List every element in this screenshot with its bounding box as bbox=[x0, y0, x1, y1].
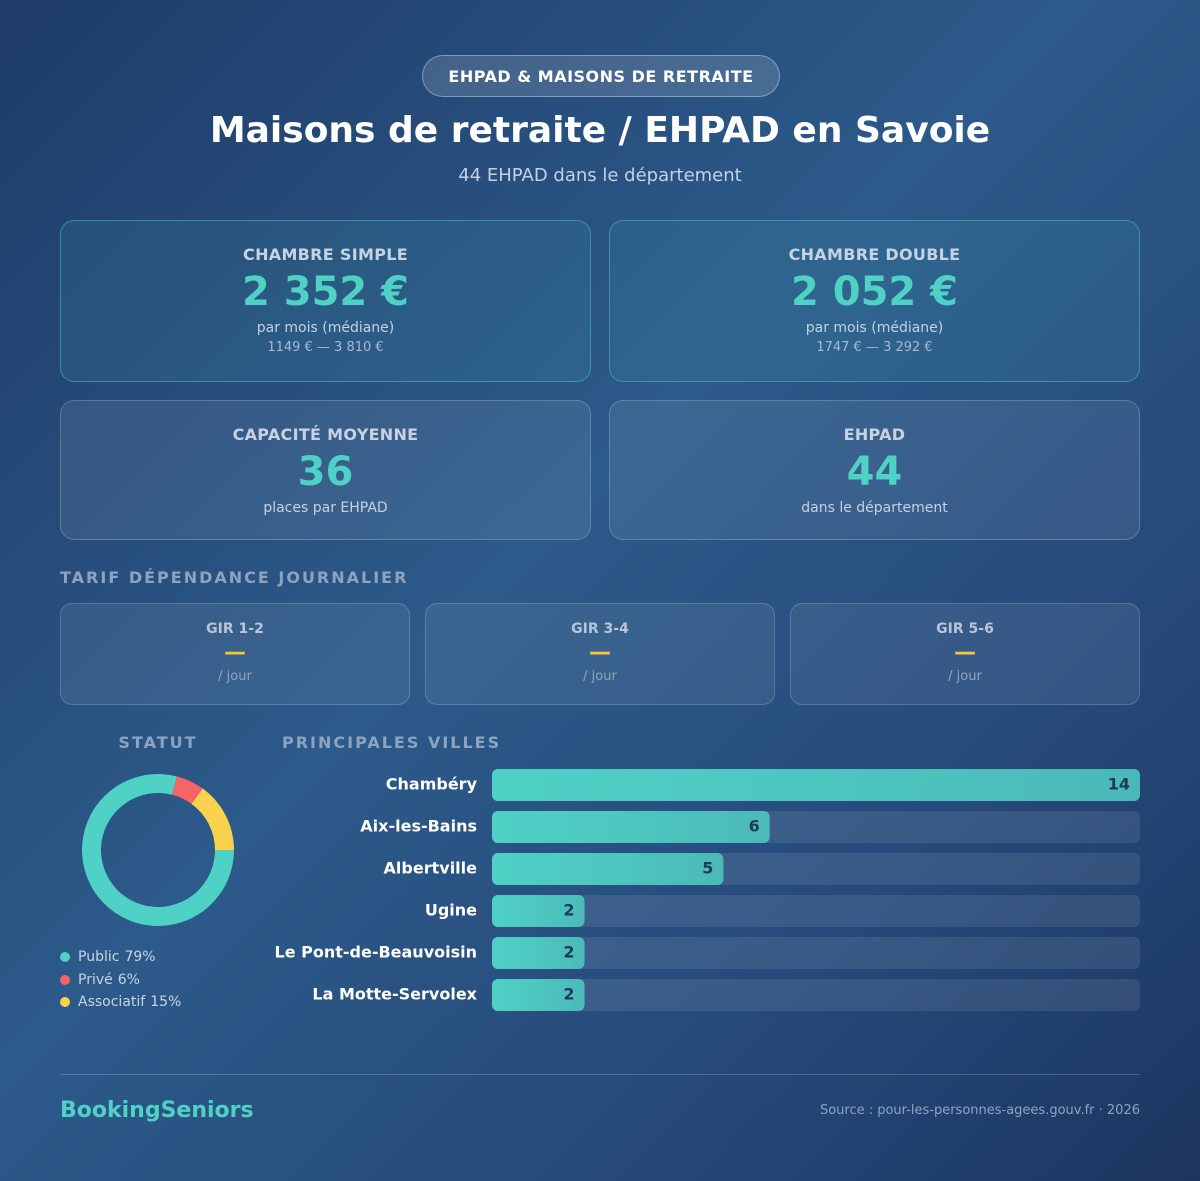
bar-chart: Chambéry 14 Aix-les-Bains 6 Albertville 5 Ugin… bbox=[275, 769, 1140, 1011]
gir-card: GIR 1-2 — / jour bbox=[60, 603, 410, 705]
card-value: 2 352 € bbox=[241, 269, 409, 315]
card-note: par mois (médiane) bbox=[256, 320, 395, 336]
bar bbox=[492, 895, 585, 927]
card-range: 1747 € — 3 292 € bbox=[816, 340, 933, 355]
card-label: CHAMBRE SIMPLE bbox=[243, 245, 408, 264]
donut-slice bbox=[191, 788, 234, 850]
bar-value: 6 bbox=[749, 817, 760, 836]
gir-unit: / jour bbox=[583, 669, 617, 684]
bar-track bbox=[492, 895, 1140, 927]
bar-value: 14 bbox=[1108, 775, 1130, 794]
gir-unit: / jour bbox=[948, 669, 982, 684]
legend-value: 6% bbox=[117, 971, 140, 988]
source: Source : pour-les-personnes-agees.gouv.f… bbox=[819, 1103, 1140, 1118]
card-label: CHAMBRE DOUBLE bbox=[788, 245, 961, 264]
bar bbox=[492, 937, 585, 969]
legend-dot bbox=[60, 974, 70, 985]
legend: Public 79% Privé 6% Associatif 15% bbox=[60, 946, 181, 1014]
section-title: TARIF DÉPENDANCE JOURNALIER bbox=[60, 568, 409, 587]
card-value: 2 052 € bbox=[790, 269, 958, 315]
bar-value: 5 bbox=[702, 859, 713, 878]
badge: EHPAD & MAISONS DE RETRAITE bbox=[422, 55, 780, 97]
legend-value: 15% bbox=[150, 994, 182, 1011]
stat-card: CHAMBRE DOUBLE 2 052 € par mois (médiane… bbox=[609, 220, 1140, 382]
chart-title: STATUT bbox=[118, 733, 198, 752]
bar-value: 2 bbox=[563, 901, 574, 920]
page-subtitle: 44 EHPAD dans le département bbox=[458, 165, 742, 186]
bar bbox=[492, 811, 770, 843]
bar-label: Albertville bbox=[384, 859, 478, 878]
bar-label: Aix-les-Bains bbox=[360, 817, 477, 836]
legend-label: Associatif bbox=[78, 994, 146, 1011]
gir-label: GIR 1-2 bbox=[206, 621, 264, 637]
legend-label: Public bbox=[78, 949, 120, 966]
card-note: dans le département bbox=[801, 500, 948, 516]
card-range: 1149 € — 3 810 € bbox=[267, 340, 384, 355]
card-label: EHPAD bbox=[843, 425, 906, 444]
bar bbox=[492, 853, 724, 885]
legend-item: Public 79% bbox=[60, 946, 181, 969]
card-note: places par EHPAD bbox=[263, 500, 388, 516]
card-label: CAPACITÉ MOYENNE bbox=[232, 425, 419, 444]
bar bbox=[492, 979, 585, 1011]
gir-label: GIR 3-4 bbox=[571, 621, 629, 637]
bar-value: 2 bbox=[563, 985, 574, 1004]
bar-value: 2 bbox=[563, 943, 574, 962]
legend-item: Privé 6% bbox=[60, 969, 181, 992]
gir-label: GIR 5-6 bbox=[936, 621, 994, 637]
card-value: 44 bbox=[846, 449, 903, 495]
gir-unit: / jour bbox=[218, 669, 252, 684]
divider bbox=[60, 1074, 1140, 1075]
bar-track bbox=[492, 937, 1140, 969]
bar-label: Le Pont-de-Beauvoisin bbox=[275, 943, 478, 962]
card-note: par mois (médiane) bbox=[805, 320, 944, 336]
gir-value: — bbox=[589, 640, 611, 665]
brand: BookingSeniors bbox=[60, 1098, 254, 1123]
stat-card: CAPACITÉ MOYENNE 36 places par EHPAD bbox=[60, 400, 591, 540]
bar-label: Ugine bbox=[425, 901, 477, 920]
bar-label: La Motte-Servolex bbox=[312, 985, 477, 1004]
stat-card: EHPAD 44 dans le département bbox=[609, 400, 1140, 540]
stat-card: CHAMBRE SIMPLE 2 352 € par mois (médiane… bbox=[60, 220, 591, 382]
legend-item: Associatif 15% bbox=[60, 991, 181, 1014]
legend-dot bbox=[60, 952, 70, 963]
gir-value: — bbox=[954, 640, 976, 665]
legend-dot bbox=[60, 997, 70, 1008]
bar-label: Chambéry bbox=[386, 775, 478, 794]
page-title: Maisons de retraite / EHPAD en Savoie bbox=[209, 110, 991, 151]
gir-value: — bbox=[224, 640, 246, 665]
donut-slice bbox=[172, 776, 203, 804]
chart-title: PRINCIPALES VILLES bbox=[282, 733, 502, 752]
bar bbox=[492, 769, 1140, 801]
gir-card: GIR 3-4 — / jour bbox=[425, 603, 775, 705]
gir-card: GIR 5-6 — / jour bbox=[790, 603, 1140, 705]
donut-chart bbox=[82, 774, 235, 926]
card-value: 36 bbox=[297, 449, 354, 495]
legend-label: Privé bbox=[78, 971, 113, 988]
bar-track bbox=[492, 979, 1140, 1011]
legend-value: 79% bbox=[124, 949, 156, 966]
